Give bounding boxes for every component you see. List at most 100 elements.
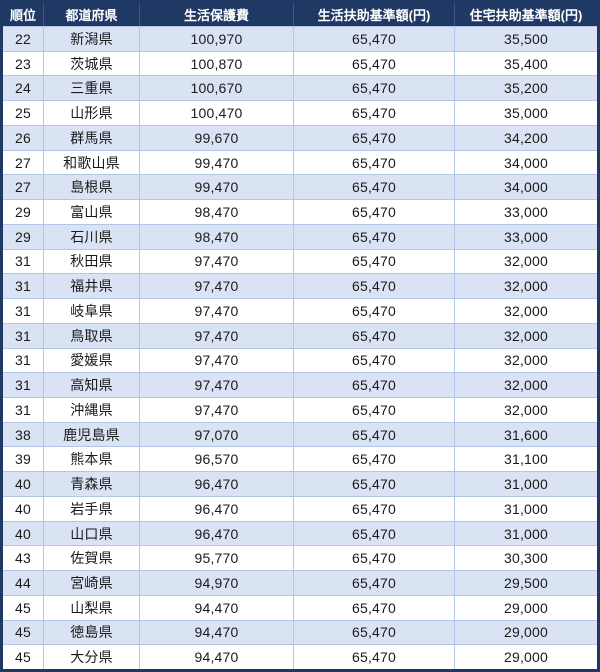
column-header-welfare: 生活保護費 bbox=[140, 3, 294, 26]
cell-welfare-cost: 97,470 bbox=[140, 299, 294, 323]
column-header-rank: 順位 bbox=[3, 3, 44, 26]
cell-prefecture: 徳島県 bbox=[44, 620, 140, 645]
cell-rank: 23 bbox=[3, 51, 44, 76]
cell-living-assistance: 65,470 bbox=[294, 274, 455, 299]
cell-welfare-cost: 97,470 bbox=[140, 323, 294, 348]
table-row: 23 茨城県 100,870 65,470 35,400 bbox=[3, 50, 597, 76]
column-header-living-assistance: 生活扶助基準額(円) bbox=[294, 3, 455, 26]
cell-prefecture: 山口県 bbox=[44, 521, 140, 546]
table-row: 29 石川県 98,470 65,470 33,000 bbox=[3, 223, 597, 249]
cell-rank: 39 bbox=[3, 447, 44, 472]
cell-welfare-cost: 100,470 bbox=[140, 101, 294, 125]
cell-housing-assistance: 32,000 bbox=[503, 253, 549, 270]
cell-living-assistance: 65,470 bbox=[294, 447, 455, 472]
cell-welfare-cost: 94,470 bbox=[140, 620, 294, 645]
cell-living-assistance: 65,470 bbox=[294, 299, 455, 323]
cell-prefecture: 愛媛県 bbox=[44, 348, 140, 373]
cell-prefecture: 福井県 bbox=[44, 274, 140, 299]
table-row: 38 鹿児島県 97,070 65,470 31,600 bbox=[3, 421, 597, 447]
cell-prefecture: 島根県 bbox=[44, 175, 140, 200]
cell-living-assistance: 65,470 bbox=[294, 200, 455, 224]
cell-living-assistance: 65,470 bbox=[294, 373, 455, 398]
cell-welfare-cost: 100,870 bbox=[140, 51, 294, 76]
table-row: 40 山口県 96,470 65,470 31,000 bbox=[3, 520, 597, 546]
table-row: 22 新潟県 100,970 65,470 35,500 bbox=[3, 27, 597, 51]
cell-housing-assistance: 35,400 bbox=[503, 55, 549, 72]
cell-living-assistance: 65,470 bbox=[294, 398, 455, 422]
cell-prefecture: 青森県 bbox=[44, 472, 140, 496]
cell-welfare-cost: 96,470 bbox=[140, 472, 294, 496]
cell-prefecture: 和歌山県 bbox=[44, 150, 140, 175]
cell-living-assistance: 65,470 bbox=[294, 348, 455, 373]
table-row: 44 宮崎県 94,970 65,470 29,500 bbox=[3, 570, 597, 595]
cell-living-assistance: 65,470 bbox=[294, 150, 455, 175]
cell-living-assistance: 65,470 bbox=[294, 595, 455, 620]
cell-living-assistance: 65,470 bbox=[294, 51, 455, 76]
cell-housing-assistance: 30,300 bbox=[503, 550, 549, 567]
table-row: 31 愛媛県 97,470 65,470 32,000 bbox=[3, 347, 597, 373]
cell-living-assistance: 65,470 bbox=[294, 571, 455, 595]
cell-rank: 31 bbox=[3, 299, 44, 323]
cell-living-assistance: 65,470 bbox=[294, 472, 455, 496]
cell-welfare-cost: 97,470 bbox=[140, 348, 294, 373]
table-row: 31 沖縄県 97,470 65,470 32,000 bbox=[3, 397, 597, 422]
cell-living-assistance: 65,470 bbox=[294, 125, 455, 150]
cell-rank: 25 bbox=[3, 101, 44, 125]
cell-prefecture: 山梨県 bbox=[44, 595, 140, 620]
cell-housing-assistance: 31,000 bbox=[503, 525, 549, 542]
cell-prefecture: 岐阜県 bbox=[44, 299, 140, 323]
cell-housing-assistance: 32,000 bbox=[503, 278, 549, 295]
table-row: 31 福井県 97,470 65,470 32,000 bbox=[3, 273, 597, 299]
cell-rank: 31 bbox=[3, 348, 44, 373]
table-row: 39 熊本県 96,570 65,470 31,100 bbox=[3, 446, 597, 472]
cell-housing-assistance: 29,000 bbox=[503, 624, 549, 641]
cell-living-assistance: 65,470 bbox=[294, 101, 455, 125]
table-row: 45 山梨県 94,470 65,470 29,000 bbox=[3, 594, 597, 620]
cell-welfare-cost: 99,470 bbox=[140, 175, 294, 200]
cell-housing-assistance: 32,000 bbox=[503, 327, 549, 344]
cell-rank: 29 bbox=[3, 200, 44, 224]
cell-housing-assistance: 32,000 bbox=[503, 302, 549, 319]
cell-welfare-cost: 97,470 bbox=[140, 274, 294, 299]
column-header-housing-assistance: 住宅扶助基準額(円) bbox=[469, 8, 583, 23]
table-body: 22 新潟県 100,970 65,470 35,500 23 茨城県 100,… bbox=[3, 27, 597, 669]
cell-prefecture: 新潟県 bbox=[44, 27, 140, 51]
cell-prefecture: 三重県 bbox=[44, 76, 140, 101]
cell-welfare-cost: 99,470 bbox=[140, 150, 294, 175]
cell-rank: 31 bbox=[3, 274, 44, 299]
table-row: 29 富山県 98,470 65,470 33,000 bbox=[3, 199, 597, 224]
cell-welfare-cost: 96,470 bbox=[140, 496, 294, 521]
cell-rank: 38 bbox=[3, 422, 44, 447]
cell-living-assistance: 65,470 bbox=[294, 645, 455, 669]
cell-prefecture: 鹿児島県 bbox=[44, 422, 140, 447]
cell-rank: 40 bbox=[3, 521, 44, 546]
cell-living-assistance: 65,470 bbox=[294, 521, 455, 546]
cell-rank: 29 bbox=[3, 224, 44, 249]
cell-rank: 27 bbox=[3, 150, 44, 175]
cell-housing-assistance: 34,200 bbox=[503, 129, 549, 146]
table-row: 31 高知県 97,470 65,470 32,000 bbox=[3, 372, 597, 398]
cell-rank: 24 bbox=[3, 76, 44, 101]
cell-housing-assistance: 35,200 bbox=[503, 80, 549, 97]
cell-housing-assistance: 29,000 bbox=[503, 649, 549, 666]
column-header-prefecture: 都道府県 bbox=[44, 3, 140, 26]
cell-living-assistance: 65,470 bbox=[294, 175, 455, 200]
cell-housing-assistance: 29,500 bbox=[503, 575, 549, 592]
cell-living-assistance: 65,470 bbox=[294, 224, 455, 249]
cell-living-assistance: 65,470 bbox=[294, 546, 455, 571]
cell-housing-assistance: 33,000 bbox=[503, 204, 549, 220]
cell-prefecture: 石川県 bbox=[44, 224, 140, 249]
cell-prefecture: 佐賀県 bbox=[44, 546, 140, 571]
cell-rank: 22 bbox=[3, 27, 44, 51]
cell-welfare-cost: 96,570 bbox=[140, 447, 294, 472]
cell-welfare-cost: 94,970 bbox=[140, 571, 294, 595]
cell-rank: 40 bbox=[3, 472, 44, 496]
cell-prefecture: 群馬県 bbox=[44, 125, 140, 150]
cell-welfare-cost: 99,670 bbox=[140, 125, 294, 150]
cell-prefecture: 岩手県 bbox=[44, 496, 140, 521]
table-header-row: 順位 都道府県 生活保護費 生活扶助基準額(円) 住宅扶助基準額(円) bbox=[3, 3, 597, 27]
cell-prefecture: 秋田県 bbox=[44, 249, 140, 274]
table-row: 27 和歌山県 99,470 65,470 34,000 bbox=[3, 149, 597, 175]
cell-housing-assistance: 34,000 bbox=[503, 179, 549, 196]
